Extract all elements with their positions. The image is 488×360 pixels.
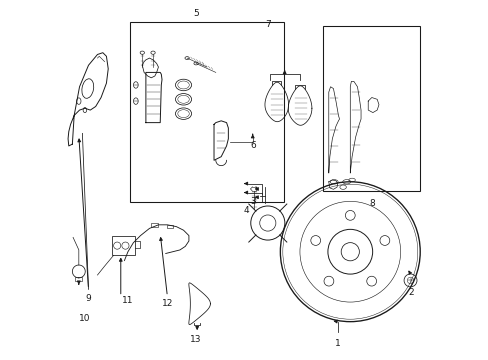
Text: 10: 10	[79, 314, 90, 323]
Text: 13: 13	[190, 335, 202, 344]
Text: 4: 4	[243, 206, 248, 215]
Text: 6: 6	[250, 141, 256, 150]
Text: 8: 8	[368, 199, 374, 208]
Text: 3: 3	[250, 197, 256, 206]
Text: 2: 2	[407, 288, 413, 297]
Bar	[112, 235, 135, 255]
Text: 7: 7	[264, 19, 270, 28]
Text: 9: 9	[85, 294, 91, 303]
Text: 5: 5	[193, 9, 199, 18]
Text: 11: 11	[122, 296, 133, 305]
Bar	[323, 26, 419, 191]
Bar	[167, 225, 172, 228]
Bar	[75, 277, 82, 281]
Bar	[129, 22, 284, 202]
Bar	[151, 223, 158, 227]
Text: 1: 1	[334, 339, 340, 348]
Text: 12: 12	[162, 299, 173, 308]
